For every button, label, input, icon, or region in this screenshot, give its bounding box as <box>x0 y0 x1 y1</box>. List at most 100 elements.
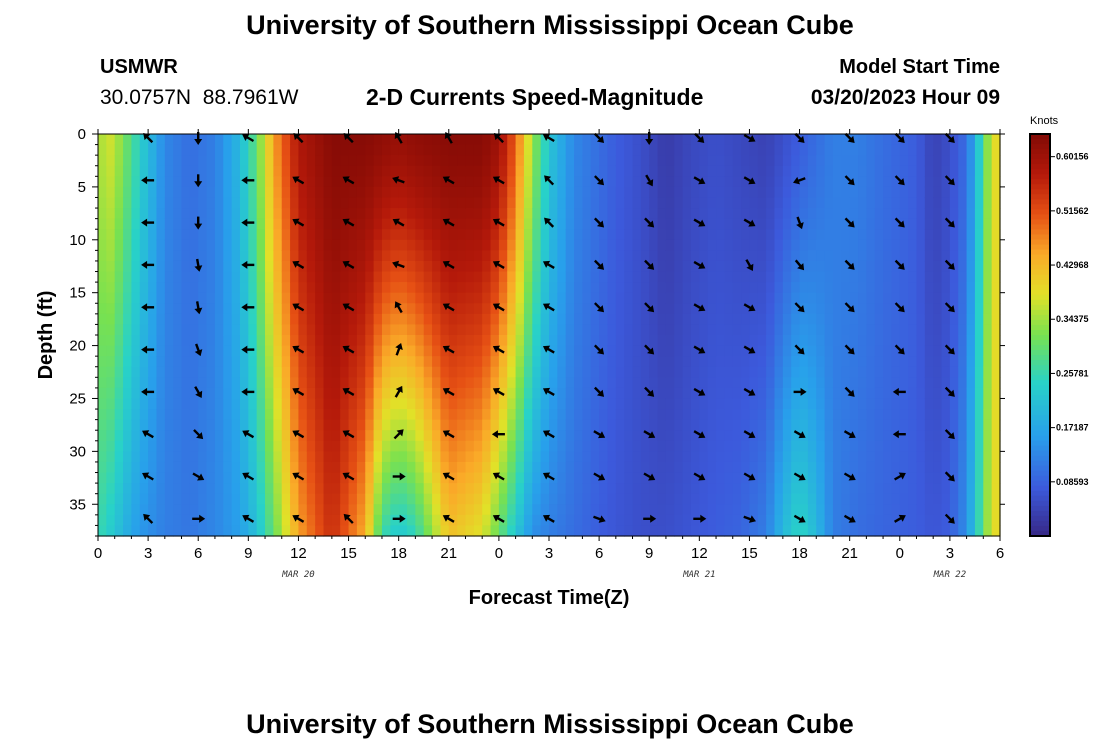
heatmap-cell <box>365 387 375 400</box>
current-vector-arrow <box>594 175 605 186</box>
heatmap-cell <box>507 409 517 421</box>
heatmap-cell <box>381 229 391 241</box>
heatmap-cell <box>632 229 642 241</box>
heatmap-cell <box>858 461 867 474</box>
heatmap-cell <box>198 356 208 368</box>
heatmap-cell <box>849 239 859 251</box>
heatmap-cell <box>724 461 734 474</box>
heatmap-cell <box>415 155 425 167</box>
heatmap-cell <box>991 165 1001 177</box>
current-vector-arrow <box>644 217 655 228</box>
heatmap-cell <box>849 144 859 156</box>
heatmap-cell <box>290 165 300 177</box>
heatmap-cell <box>290 271 300 283</box>
heatmap-cell <box>791 398 801 410</box>
heatmap-cell <box>306 451 316 463</box>
current-vector-arrow <box>493 133 504 144</box>
heatmap-cell <box>716 387 725 400</box>
heatmap-cell <box>824 292 834 304</box>
heatmap-cell <box>356 324 366 336</box>
heatmap-cell <box>373 451 383 463</box>
heatmap-cell <box>741 366 751 378</box>
heatmap-cell <box>98 356 107 368</box>
heatmap-cell <box>933 292 943 304</box>
heatmap-cell <box>448 250 458 262</box>
heatmap-cell <box>365 398 375 410</box>
heatmap-cell <box>741 356 751 368</box>
colorbar-swatch <box>1030 480 1050 487</box>
heatmap-cell <box>874 514 884 527</box>
heatmap-cell <box>849 398 859 410</box>
heatmap-cell <box>256 186 266 199</box>
heatmap-cell <box>565 292 575 304</box>
heatmap-cell <box>816 398 826 410</box>
heatmap-cell <box>198 366 208 378</box>
heatmap-cell <box>674 472 684 484</box>
heatmap-cell <box>440 176 450 188</box>
x-axis-title: Forecast Time(Z) <box>469 587 630 609</box>
heatmap-cell <box>716 229 725 241</box>
heatmap-cell <box>331 387 341 400</box>
heatmap-cell <box>933 398 943 410</box>
colorbar-swatch <box>1030 199 1050 205</box>
heatmap-cell <box>498 504 508 516</box>
heatmap-cell <box>983 282 993 294</box>
heatmap-cell <box>741 419 751 431</box>
heatmap-cell <box>348 186 358 199</box>
heatmap-cell <box>607 377 617 389</box>
colorbar-swatch <box>1030 174 1050 180</box>
heatmap-cell <box>457 282 467 294</box>
heatmap-cell <box>774 155 784 167</box>
heatmap-cell <box>189 155 199 167</box>
heatmap-cell <box>206 260 216 273</box>
heatmap-cell <box>983 271 993 283</box>
heatmap-cell <box>415 165 425 177</box>
heatmap-cell <box>465 271 475 283</box>
heatmap-cell <box>373 250 383 262</box>
heatmap-cell <box>916 483 926 495</box>
heatmap-cell <box>574 197 584 209</box>
heatmap-cell <box>482 165 492 177</box>
heatmap-cell <box>899 218 909 230</box>
heatmap-cell <box>732 292 742 304</box>
heatmap-cell <box>164 493 174 505</box>
heatmap-cell <box>156 250 166 262</box>
heatmap-cell <box>774 398 784 410</box>
heatmap-cell <box>381 504 391 516</box>
heatmap-cell <box>398 292 408 304</box>
heatmap-cell <box>607 176 617 188</box>
heatmap-cell <box>649 144 659 156</box>
heatmap-cell <box>482 335 492 347</box>
heatmap-cell <box>757 282 767 294</box>
heatmap-cell <box>832 493 842 505</box>
heatmap-cell <box>966 239 976 251</box>
heatmap-cell <box>239 335 249 347</box>
heatmap-cell <box>181 155 191 167</box>
heatmap-cell <box>290 398 300 410</box>
heatmap-cell <box>707 239 717 251</box>
heatmap-cell <box>131 377 141 389</box>
colorbar-swatch <box>1030 495 1050 502</box>
heatmap-cell <box>156 176 166 188</box>
heatmap-cell <box>599 239 609 251</box>
heatmap-cell <box>206 514 216 527</box>
heatmap-cell <box>707 356 717 368</box>
heatmap-cell <box>214 313 224 326</box>
heatmap-cell <box>916 186 926 199</box>
heatmap-cell <box>908 239 918 251</box>
heatmap-cell <box>707 134 717 146</box>
heatmap-cell <box>281 514 291 527</box>
heatmap-cell <box>323 345 333 357</box>
heatmap-cell <box>356 134 366 146</box>
heatmap-cell <box>908 313 918 326</box>
heatmap-cell <box>473 208 483 220</box>
colorbar-swatch <box>1030 224 1050 231</box>
heatmap-cell <box>607 356 617 368</box>
heatmap-cell <box>824 271 834 283</box>
heatmap-cell <box>248 504 258 516</box>
heatmap-cell <box>741 451 751 463</box>
heatmap-cell <box>340 356 350 368</box>
heatmap-cell <box>532 292 542 304</box>
heatmap-cell <box>507 461 517 474</box>
heatmap-cell <box>248 398 258 410</box>
